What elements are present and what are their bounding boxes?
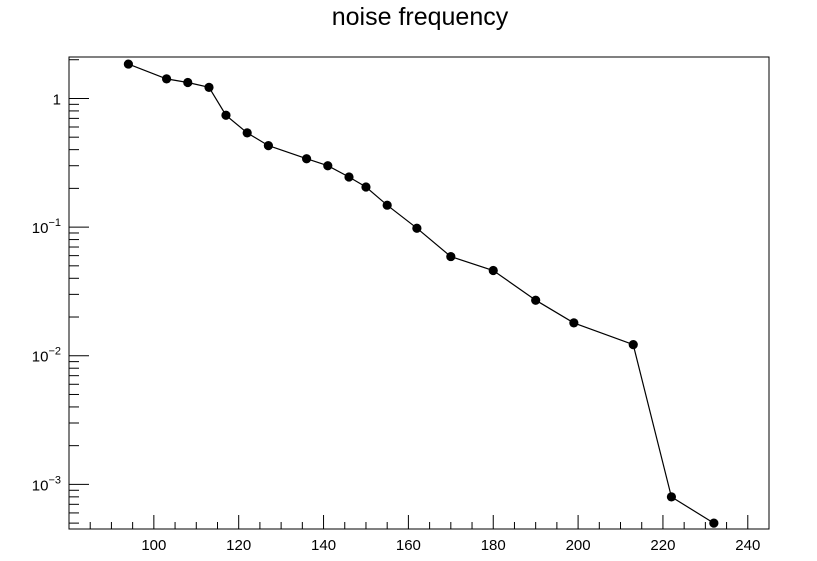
data-point: [263, 141, 273, 151]
data-point: [628, 340, 638, 350]
data-point: [344, 172, 354, 182]
data-point: [446, 251, 456, 262]
data-point: [123, 59, 133, 69]
x-tick-label: 240: [735, 537, 760, 554]
data-point: [412, 223, 422, 233]
data-point: [531, 295, 541, 305]
x-tick-label: 160: [396, 537, 421, 554]
y-tick-base: 10: [32, 220, 49, 237]
data-point: [709, 518, 719, 528]
y-tick-label: 10−2: [32, 346, 61, 366]
series-line: [128, 63, 715, 524]
y-tick-exponent: −1: [48, 217, 61, 229]
data-point: [323, 161, 333, 171]
y-tick-label: 10−3: [32, 474, 61, 494]
y-tick-base: 1: [53, 91, 61, 108]
y-tick-exponent: −3: [48, 474, 61, 486]
plot-frame: [68, 56, 770, 530]
data-point: [361, 182, 371, 192]
x-axis: 100 120 140 160 180 200 220 240: [68, 515, 770, 554]
x-tick-label: 100: [141, 537, 166, 554]
y-tick-label: 1: [53, 91, 61, 108]
data-point: [242, 128, 252, 138]
data-point: [204, 82, 214, 92]
y-axis: 110−110−210−3: [32, 59, 89, 524]
x-tick-label: 140: [311, 537, 336, 554]
data-point: [666, 492, 677, 502]
data-point: [301, 154, 312, 164]
data-point: [161, 74, 172, 84]
data-point: [382, 200, 392, 210]
data-point: [569, 318, 579, 328]
series-layer: [123, 59, 719, 528]
y-tick-label: 10−1: [32, 217, 61, 237]
x-tick-label: 220: [650, 537, 675, 554]
data-point: [183, 77, 193, 88]
y-tick-base: 10: [32, 477, 49, 494]
x-tick-label: 200: [566, 537, 591, 554]
x-tick-label: 180: [481, 537, 506, 554]
y-tick-exponent: −2: [48, 346, 61, 358]
x-tick-label: 120: [226, 537, 251, 554]
y-tick-base: 10: [32, 349, 49, 366]
data-point: [488, 265, 498, 276]
data-point: [221, 110, 231, 120]
chart-title: noise frequency: [332, 3, 509, 31]
